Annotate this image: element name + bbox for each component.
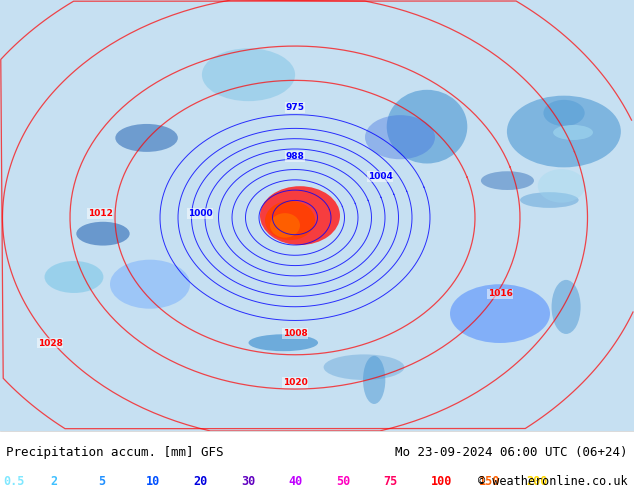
Text: 20: 20 — [193, 475, 207, 488]
Text: 50: 50 — [336, 475, 350, 488]
Ellipse shape — [553, 125, 593, 140]
Text: Precipitation accum. [mm] GFS: Precipitation accum. [mm] GFS — [6, 446, 224, 459]
Ellipse shape — [265, 201, 315, 240]
Ellipse shape — [323, 354, 404, 380]
Ellipse shape — [520, 192, 579, 208]
Ellipse shape — [552, 280, 581, 334]
Ellipse shape — [450, 284, 550, 343]
Text: 1008: 1008 — [283, 329, 307, 338]
Text: 1016: 1016 — [488, 290, 512, 298]
Ellipse shape — [507, 96, 621, 168]
Text: 100: 100 — [431, 475, 453, 488]
Ellipse shape — [202, 49, 295, 101]
Text: 988: 988 — [285, 152, 304, 161]
Ellipse shape — [538, 169, 585, 203]
Text: 1020: 1020 — [283, 378, 307, 387]
Text: 1028: 1028 — [37, 339, 62, 347]
Ellipse shape — [363, 356, 385, 404]
Text: 150: 150 — [479, 475, 500, 488]
Text: 0.5: 0.5 — [3, 475, 25, 488]
Text: 1000: 1000 — [188, 209, 212, 218]
Text: 30: 30 — [241, 475, 255, 488]
Ellipse shape — [249, 334, 318, 351]
Ellipse shape — [481, 171, 534, 190]
Ellipse shape — [44, 261, 103, 293]
Text: © weatheronline.co.uk: © weatheronline.co.uk — [478, 475, 628, 488]
Ellipse shape — [260, 186, 340, 245]
Text: Mo 23-09-2024 06:00 UTC (06+24): Mo 23-09-2024 06:00 UTC (06+24) — [395, 446, 628, 459]
Ellipse shape — [110, 260, 190, 309]
Text: 200: 200 — [526, 475, 548, 488]
Ellipse shape — [365, 115, 435, 159]
Text: 1004: 1004 — [368, 172, 392, 181]
Text: 1012: 1012 — [87, 209, 112, 218]
Ellipse shape — [543, 100, 585, 126]
Text: 2: 2 — [51, 475, 58, 488]
Text: 40: 40 — [288, 475, 302, 488]
Text: 10: 10 — [146, 475, 160, 488]
Text: 975: 975 — [285, 103, 304, 112]
Ellipse shape — [270, 213, 300, 238]
Ellipse shape — [387, 90, 467, 164]
Text: 75: 75 — [384, 475, 398, 488]
Ellipse shape — [115, 124, 178, 152]
Ellipse shape — [76, 222, 130, 245]
Text: 5: 5 — [98, 475, 105, 488]
